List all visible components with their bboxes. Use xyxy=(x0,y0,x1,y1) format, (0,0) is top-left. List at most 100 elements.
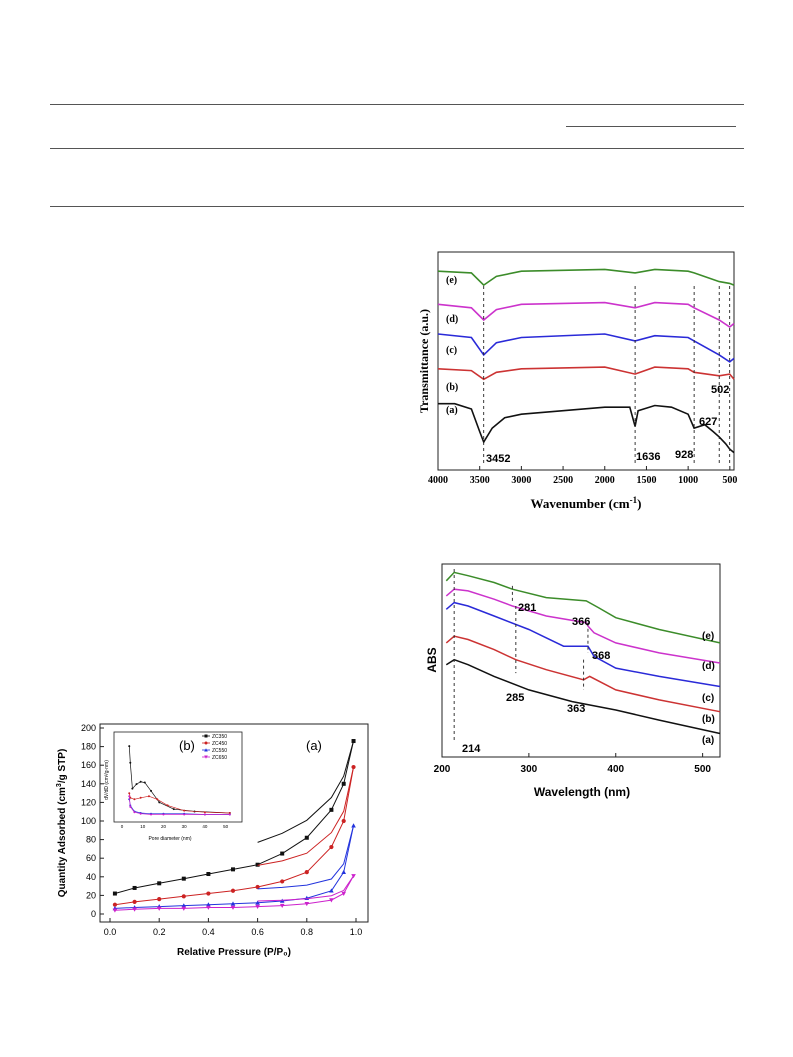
ftir-plot-frame xyxy=(437,251,735,471)
bet-chart: 0.0 0.2 0.4 0.6 0.8 1.00204060801001201401601… xyxy=(56,723,369,958)
ftir-xtick-label-2500: 2500 xyxy=(553,475,573,486)
bet-desorption-zc650 xyxy=(257,875,354,902)
bet-ytick-label-200: 200 xyxy=(81,723,96,733)
bet-inset-point xyxy=(166,804,169,807)
bet-point-zc550 xyxy=(206,902,211,907)
bet-ytick-label-80: 80 xyxy=(86,835,96,845)
bet-inset-point xyxy=(228,811,231,814)
legend-zc350: ZC350 xyxy=(212,734,227,740)
ftir-peak-502: 502 xyxy=(711,384,729,396)
legend-zc550: ZC550 xyxy=(212,748,227,754)
bet-point-zc650 xyxy=(255,904,260,909)
uv-series-b xyxy=(445,635,721,713)
ftir-curve-label-c: (c) xyxy=(446,345,457,356)
bet-xtick-label-0.4: 0.4 xyxy=(202,927,215,937)
bet-adsorption-zc550 xyxy=(114,825,354,909)
bet-point-zc650 xyxy=(156,906,162,911)
bet-point-zc450 xyxy=(304,870,309,875)
bet-point-zc350 xyxy=(112,891,117,896)
bet-point-zc550 xyxy=(230,901,236,906)
uv-series-a xyxy=(445,658,721,735)
bet-ytick-label-140: 140 xyxy=(81,779,96,789)
uv-y-axis-label: ABS xyxy=(425,647,439,672)
bet-point-zc350 xyxy=(132,885,137,890)
bet-ytick-label-40: 40 xyxy=(86,872,96,882)
bet-inset-point xyxy=(150,789,153,792)
bet-inset-point xyxy=(128,792,131,795)
bet-inset-xtick-50: 50 xyxy=(223,824,229,829)
bet-point-zc550 xyxy=(351,823,356,828)
bet-x-axis-label: Relative Pressure (P/P₀) xyxy=(177,947,291,958)
table-sub-rule xyxy=(566,126,736,127)
bet-point-zc350 xyxy=(181,876,186,881)
bet-xtick-label-0.0: 0.0 xyxy=(104,927,117,937)
bet-inset-point xyxy=(172,808,175,811)
bet-point-zc350 xyxy=(280,851,285,856)
ftir-peak-3452: 3452 xyxy=(486,453,510,465)
legend-zc650: ZC650 xyxy=(212,755,227,761)
bet-point-zc650 xyxy=(230,905,236,910)
uv-curve-label-a: (a) xyxy=(702,735,714,746)
bet-xtick-label-0.2: 0.2 xyxy=(153,927,166,937)
uv-curve-label-c: (c) xyxy=(702,693,714,704)
bet-point-zc650 xyxy=(279,903,285,909)
bet-ytick-label-180: 180 xyxy=(81,742,96,752)
uv-xtick-label-500: 500 xyxy=(694,764,711,775)
bet-inset-point xyxy=(139,780,142,783)
bet-point-zc450 xyxy=(329,844,334,850)
bet-point-zc350 xyxy=(206,872,211,877)
ftir-xtick-label-3000: 3000 xyxy=(511,475,531,486)
uv-peak-363: 363 xyxy=(567,703,585,715)
bet-inset-x-label: Pore diameter (nm) xyxy=(148,836,191,842)
uv-x-ticks: 200 300 400 500 xyxy=(434,753,711,775)
uv-xtick-label-300: 300 xyxy=(521,764,538,775)
table-bottom-rule xyxy=(50,206,744,207)
uv-xtick-label-400: 400 xyxy=(607,764,624,775)
ftir-xtick-label-2000: 2000 xyxy=(595,475,615,486)
ftir-chart: 4000 3500 3000 2500 2000 1500 1000 500 (e) (d) … xyxy=(417,251,737,511)
bet-point-zc650 xyxy=(112,908,118,913)
bet-inset-ticks: 0 10 20 30 40 50 xyxy=(121,824,229,829)
ftir-xtick-label-3500: 3500 xyxy=(470,475,490,486)
bet-inset-xtick-30: 30 xyxy=(182,824,188,829)
uv-curve-label-b: (b) xyxy=(702,714,715,725)
bet-point-zc350 xyxy=(255,862,260,867)
bet-inset-point xyxy=(135,783,138,786)
bet-inset-xtick-40: 40 xyxy=(202,824,208,829)
ftir-peak-627: 627 xyxy=(699,416,717,428)
uv-peak-368: 368 xyxy=(592,650,610,662)
bet-ytick-label-120: 120 xyxy=(81,797,96,807)
bet-adsorption-zc350 xyxy=(114,740,354,894)
bet-inset-xtick-20: 20 xyxy=(161,824,167,829)
bet-curves xyxy=(112,739,356,913)
bet-inset-point xyxy=(147,795,150,798)
bet-xtick-label-1.0: 1.0 xyxy=(350,927,363,937)
bet-plot-frame xyxy=(99,723,369,923)
ftir-xtick-label-1000: 1000 xyxy=(678,475,698,486)
bet-inset-point xyxy=(156,798,159,801)
bet-inset-point xyxy=(128,745,131,748)
bet-point-zc450 xyxy=(341,818,346,824)
bet-point-zc650 xyxy=(181,906,187,911)
bet-inset-point xyxy=(158,801,161,804)
bet-point-zc650 xyxy=(304,901,310,907)
bet-inset-point xyxy=(150,813,153,816)
bet-point-zc550 xyxy=(255,900,260,905)
legend-zc450: ZC450 xyxy=(212,741,227,747)
bet-desorption-zc450 xyxy=(257,766,354,866)
bet-point-zc350 xyxy=(329,807,334,812)
bet-inset-point xyxy=(139,812,142,815)
ftir-xlabel-sup: -1 xyxy=(630,495,638,505)
bet-inset-point xyxy=(203,811,206,814)
bet-point-zc350 xyxy=(351,739,356,744)
bet-point-zc450 xyxy=(181,894,186,899)
uv-curve-label-d: (d) xyxy=(702,661,715,672)
bet-point-zc450 xyxy=(351,764,356,770)
ftir-xlabel-main: Wavenumber (cm xyxy=(531,496,630,511)
bet-inset-point xyxy=(228,813,231,816)
ftir-xtick-label-1500: 1500 xyxy=(636,475,656,486)
bet-ytick-label-160: 160 xyxy=(81,760,96,770)
bet-point-zc450 xyxy=(132,899,137,905)
bet-point-zc450 xyxy=(255,884,260,890)
ftir-xtick-label-500: 500 xyxy=(722,475,737,486)
